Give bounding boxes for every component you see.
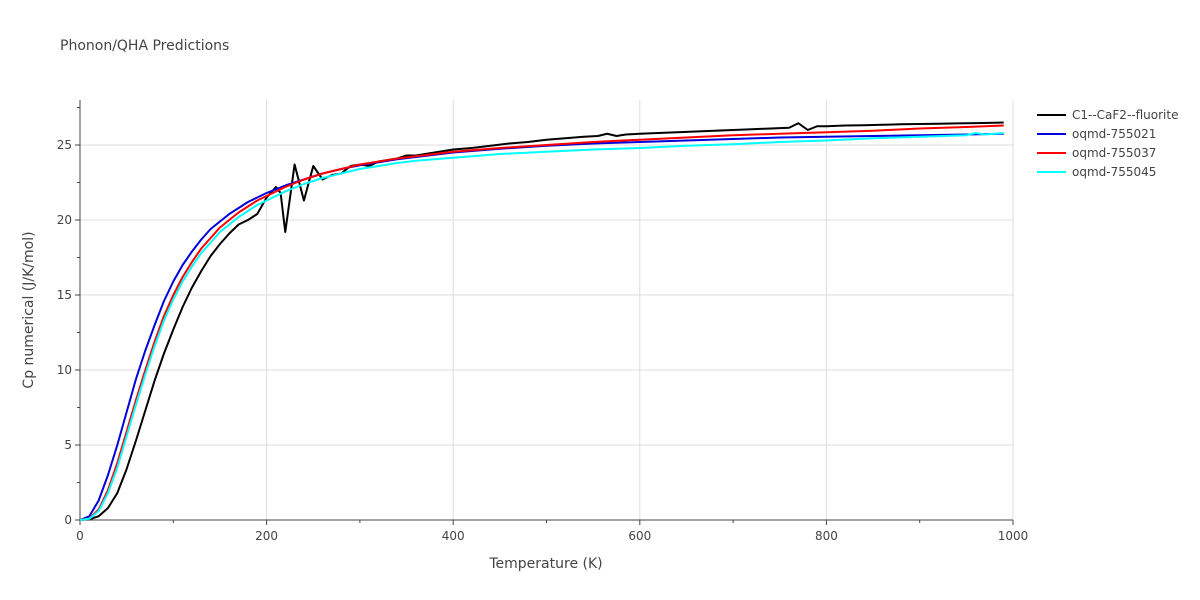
legend-item-2[interactable]: oqmd-755021 [1037, 127, 1156, 141]
y-tick-label: 0 [64, 513, 72, 527]
x-axis-title: Temperature (K) [488, 556, 602, 572]
y-tick-label: 20 [57, 213, 72, 227]
x-tick-label: 0 [76, 529, 84, 543]
legend-label: C1--CaF2--fluorite [1072, 108, 1178, 122]
y-tick-label: 5 [64, 438, 72, 452]
chart-title: Phonon/QHA Predictions [60, 38, 229, 54]
y-tick-label: 15 [57, 288, 72, 302]
series-line-4 [79, 132, 1004, 521]
x-axis-ticks: 0 200 400 600 800 1000 [76, 520, 1028, 543]
x-tick-label: 400 [442, 529, 465, 543]
legend-label: oqmd-755037 [1072, 146, 1156, 160]
y-axis-title: Cp numerical (J/K/mol) [21, 231, 37, 388]
grid [80, 100, 1014, 520]
x-tick-label: 1000 [998, 529, 1029, 543]
series-line-2 [79, 132, 1004, 521]
x-tick-label: 200 [255, 529, 278, 543]
y-tick-label: 25 [57, 138, 72, 152]
legend-item-4[interactable]: oqmd-755045 [1037, 165, 1156, 179]
legend-item-1[interactable]: C1--CaF2--fluorite [1037, 108, 1178, 122]
legend-label: oqmd-755045 [1072, 165, 1156, 179]
y-axis-ticks: 0 5 10 15 20 25 [57, 107, 80, 527]
legend-label: oqmd-755021 [1072, 127, 1156, 141]
x-tick-label: 800 [815, 529, 838, 543]
x-tick-label: 600 [628, 529, 651, 543]
legend[interactable]: C1--CaF2--fluorite oqmd-755021 oqmd-755037… [1037, 108, 1178, 179]
y-tick-label: 10 [57, 363, 72, 377]
plot-lines [79, 121, 1004, 521]
legend-item-3[interactable]: oqmd-755037 [1037, 146, 1156, 160]
series-line-3 [79, 124, 1004, 521]
